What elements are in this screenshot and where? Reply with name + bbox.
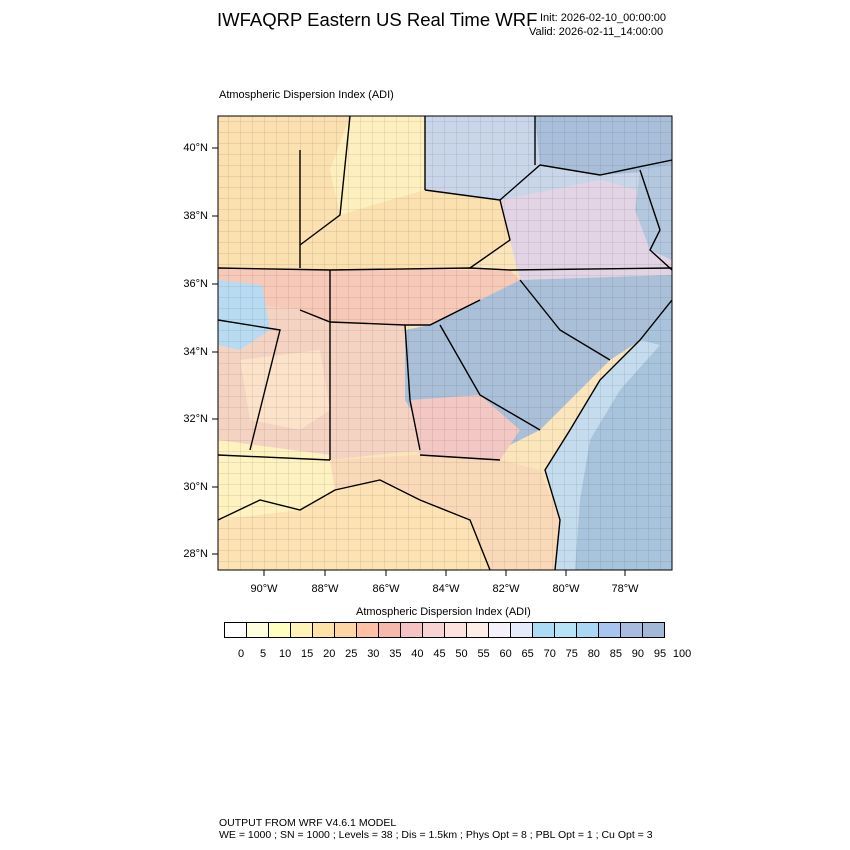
legend-swatch — [269, 623, 291, 637]
lat-label: 38°N — [183, 210, 208, 222]
legend-label: 60 — [499, 648, 512, 660]
legend-label: 100 — [672, 648, 692, 660]
legend-swatch — [291, 623, 313, 637]
lat-label: 40°N — [183, 142, 208, 154]
county-lines — [218, 116, 672, 570]
lon-label: 90°W — [250, 583, 278, 595]
legend-label: 50 — [455, 648, 468, 660]
valid-time: Valid: 2026-02-11_14:00:00 — [529, 26, 664, 38]
legend-title: Atmospheric Dispersion Index (ADI) — [356, 606, 531, 618]
legend-swatch — [599, 623, 621, 637]
legend-label: 15 — [301, 648, 314, 660]
lon-label: 78°W — [611, 583, 639, 595]
legend-label: 65 — [521, 648, 534, 660]
legend-swatch — [533, 623, 555, 637]
lat-label: 34°N — [183, 346, 208, 358]
legend-label: 5 — [260, 648, 267, 660]
legend-label: 75 — [565, 648, 578, 660]
field-title: Atmospheric Dispersion Index (ADI) — [219, 89, 394, 101]
legend-swatch — [445, 623, 467, 637]
lat-label: 30°N — [183, 481, 208, 493]
legend-label: 95 — [653, 648, 667, 660]
lon-label: 82°W — [492, 583, 520, 595]
lon-label: 86°W — [372, 583, 400, 595]
lon-ticks — [263, 570, 626, 576]
legend-label: 40 — [411, 648, 424, 660]
legend-swatch — [555, 623, 577, 637]
legend-swatch — [577, 623, 599, 637]
legend-label: 0 — [237, 648, 245, 660]
model-params: WE = 1000 ; SN = 1000 ; Levels = 38 ; Di… — [219, 829, 653, 841]
model-info: OUTPUT FROM WRF V4.6.1 MODEL — [219, 817, 397, 829]
lat-label: 32°N — [183, 413, 208, 425]
legend-label: 90 — [631, 648, 645, 660]
map-frame — [217, 115, 673, 571]
legend-swatch — [247, 623, 269, 637]
legend-swatch — [621, 623, 643, 637]
lat-label: 36°N — [183, 278, 208, 290]
page-title: IWFAQRP Eastern US Real Time WRF — [217, 9, 538, 30]
legend-label: 85 — [609, 648, 622, 660]
legend-swatch — [357, 623, 379, 637]
legend-label: 25 — [345, 648, 358, 660]
legend-swatch — [423, 623, 445, 637]
lon-label: 84°W — [432, 583, 460, 595]
legend-swatch — [467, 623, 489, 637]
legend-label: 80 — [587, 648, 600, 660]
legend-label: 45 — [433, 648, 446, 660]
lat-ticks — [212, 147, 218, 555]
legend-swatch — [313, 623, 335, 637]
legend-label: 70 — [543, 648, 556, 660]
legend-label: 20 — [323, 648, 336, 660]
state-borders — [218, 116, 672, 570]
legend-swatch — [489, 623, 511, 637]
lon-label: 88°W — [311, 583, 339, 595]
init-time: Init: 2026-02-10_00:00:00 — [540, 12, 666, 24]
legend-label: 10 — [279, 648, 292, 660]
legend-swatch — [225, 623, 247, 637]
lon-label: 80°W — [552, 583, 580, 595]
legend-label: 55 — [477, 648, 490, 660]
lat-label: 28°N — [183, 548, 208, 560]
legend-swatch — [511, 623, 533, 637]
legend-swatch — [643, 623, 664, 637]
color-legend — [224, 622, 665, 638]
legend-swatch — [379, 623, 401, 637]
legend-swatch — [335, 623, 357, 637]
legend-label: 35 — [389, 648, 402, 660]
legend-swatch — [401, 623, 423, 637]
legend-label: 30 — [367, 648, 380, 660]
